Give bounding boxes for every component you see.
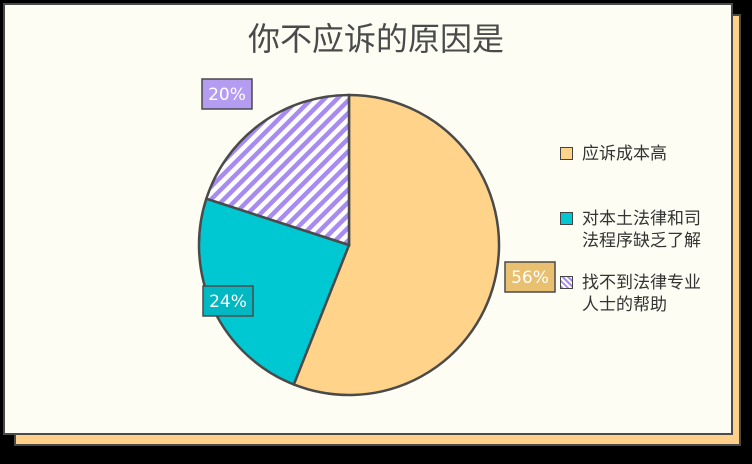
chart-title: 你不应诉的原因是 [248,20,504,58]
legend-swatch-law [560,212,573,225]
data-label-box-2 [201,78,253,110]
legend-item-cost: 应诉成本高 [560,143,712,165]
legend-swatch-cost [560,147,573,160]
legend-item-expert: 找不到法律专业人士的帮助 [560,272,702,316]
pie-data-labels: 56% 24% 20% [201,78,556,317]
data-label-1: 24% [209,292,247,312]
legend-swatch-expert [560,276,573,289]
pie-slices [197,93,501,397]
data-label-0: 56% [511,268,549,288]
legend-label-law: 对本土法律和司法程序缺乏了解 [582,209,701,251]
legend-item-law: 对本土法律和司法程序缺乏了解 [560,208,712,252]
pie-slice-2 [204,93,351,247]
legend-label-cost: 应诉成本高 [582,144,667,164]
data-label-box-1 [202,285,254,317]
pie-slice-0 [292,93,501,397]
data-label-2: 20% [208,85,246,105]
legend-label-expert: 找不到法律专业人士的帮助 [582,273,701,315]
data-label-box-0 [504,261,556,293]
